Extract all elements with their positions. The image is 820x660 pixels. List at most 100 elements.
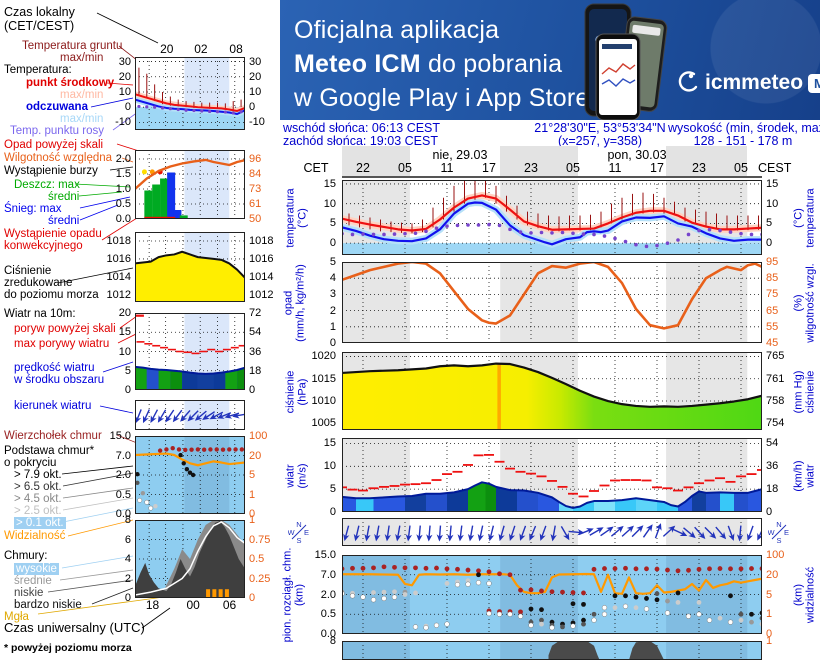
y-tick-label: 20 bbox=[766, 568, 779, 581]
logo-badge: M° bbox=[808, 73, 820, 93]
panel-legend-cloud-sample bbox=[135, 436, 245, 514]
hour-label: 23 bbox=[524, 161, 538, 175]
panel-wind bbox=[342, 438, 762, 512]
y-tick-label: 15 bbox=[766, 177, 779, 190]
panel-humidity bbox=[342, 262, 762, 343]
y-tick-label: 4 bbox=[329, 272, 336, 285]
legend-label: Wystąpienie opadu bbox=[4, 228, 102, 240]
legend-label: średni bbox=[48, 191, 80, 203]
y-tick-label: 3 bbox=[329, 288, 336, 301]
app-promo-banner[interactable]: Oficjalna aplikacja Meteo ICM do pobrani… bbox=[280, 0, 820, 120]
y-tick-label: 2 bbox=[329, 304, 336, 317]
y-tick-label: -10 bbox=[249, 116, 265, 129]
y-tick-label: 1005 bbox=[311, 417, 336, 430]
legend-label: do poziomu morza bbox=[4, 289, 99, 301]
night-shade-box bbox=[500, 146, 578, 176]
y-tick-label: 758 bbox=[766, 395, 785, 408]
legend-label: max porywy wiatru bbox=[14, 338, 110, 350]
y-tick-label: 5 bbox=[124, 364, 131, 377]
y-tick-label: 0.5 bbox=[249, 553, 265, 565]
y-tick-label: 7.0 bbox=[320, 568, 336, 581]
y-tick-label: 30 bbox=[249, 55, 262, 68]
sunrise-info: wschód słońca: 06:13 CEST bbox=[283, 121, 441, 135]
legend-label: Deszcz: max bbox=[14, 179, 80, 191]
banner-app-name: Meteo ICM bbox=[294, 50, 421, 78]
legend-label: > 6.5 okt. bbox=[14, 481, 62, 493]
legend-label: > 7.9 okt. bbox=[14, 469, 62, 481]
y-tick-label: 0 bbox=[249, 508, 256, 520]
y-tick-label: 2.0 bbox=[320, 588, 336, 601]
legend-label: Czas lokalny bbox=[4, 5, 75, 19]
night-shade-box bbox=[666, 146, 747, 176]
legend-label: Chmury: bbox=[4, 550, 48, 562]
y-tick-label: 0.75 bbox=[249, 533, 271, 546]
y-tick-label: 8 bbox=[124, 514, 131, 526]
y-tick-label: 1 bbox=[329, 320, 336, 333]
y-tick-label: 18 bbox=[766, 483, 779, 496]
panel-wind-direction bbox=[342, 518, 762, 546]
y-tick-label: 1016 bbox=[106, 252, 131, 265]
y-tick-label: 1014 bbox=[249, 270, 274, 283]
legend-label: konwekcyjnego bbox=[4, 240, 83, 252]
y-tick-label: 50 bbox=[249, 213, 262, 225]
legend-label: prędkość wiatru bbox=[14, 362, 95, 374]
y-tick-label: 0 bbox=[124, 384, 131, 396]
y-tick-label: 65 bbox=[766, 304, 779, 317]
y-tick-label: 1010 bbox=[311, 395, 336, 408]
grid-xy-info: (x=257, y=358) bbox=[557, 134, 643, 148]
y-tick-label: 1020 bbox=[311, 350, 336, 363]
svg-text:W: W bbox=[768, 528, 775, 537]
compass-icon: N E S W bbox=[768, 520, 789, 544]
y-tick-label: 10 bbox=[118, 85, 131, 98]
banner-line2-rest: do pobrania bbox=[420, 50, 563, 78]
legend-label: o pokryciu bbox=[4, 457, 57, 469]
y-tick-label: 2 bbox=[124, 572, 131, 585]
hour-label: 17 bbox=[482, 161, 496, 175]
y-tick-label: 0 bbox=[329, 337, 336, 349]
panel-cloud-layers-cut bbox=[342, 641, 762, 660]
y-tick-label: 0 bbox=[249, 101, 256, 114]
y-tick-label: 761 bbox=[766, 372, 785, 385]
legend-label: bardzo niskie bbox=[14, 599, 82, 611]
y-tick-label: 8 bbox=[329, 635, 336, 647]
y-tick-label: 1 bbox=[766, 608, 773, 621]
y-tick-label: 0 bbox=[249, 592, 256, 604]
legend-label: Ciśnienie bbox=[4, 265, 52, 277]
legend-label: > 2.5 okt. bbox=[14, 505, 62, 517]
y-tick-label: 0 bbox=[766, 237, 773, 250]
y-tick-label: 1.0 bbox=[115, 183, 131, 195]
y-tick-label: 0 bbox=[124, 101, 131, 114]
svg-text:S: S bbox=[296, 536, 301, 544]
legend-label: Wilgotność względna bbox=[4, 152, 113, 164]
legend-label: punkt środkowy bbox=[26, 77, 115, 89]
y-tick-label: 15 bbox=[323, 177, 336, 190]
y-tick-label: 5 bbox=[766, 588, 773, 601]
y-tick-label: -10 bbox=[115, 116, 131, 129]
legend-label: > 0.1 okt. bbox=[14, 517, 66, 529]
y-tick-label: 6 bbox=[124, 533, 131, 546]
legend-label: > 4.5 okt. bbox=[14, 493, 62, 505]
y-tick-label: 84 bbox=[249, 168, 262, 180]
legend-label: Wystąpienie burzy bbox=[4, 165, 98, 177]
cest-label: CEST bbox=[758, 161, 792, 175]
panel-legend-precip-sample bbox=[135, 150, 245, 219]
y-tick-label: 5 bbox=[329, 217, 336, 230]
y-tick-label: 0 bbox=[766, 628, 773, 640]
legend-label: Wierzchołek chmur bbox=[4, 430, 102, 442]
y-tick-label: 75 bbox=[766, 288, 779, 301]
legend-label: (CET/CEST) bbox=[4, 19, 75, 33]
y-tick-label: 1.5 bbox=[115, 168, 131, 180]
y-tick-label: 96 bbox=[249, 153, 262, 165]
y-tick-label: 1 bbox=[766, 635, 773, 647]
y-tick-label: 95 bbox=[766, 256, 779, 268]
night-shade-box bbox=[342, 146, 410, 176]
hour-label: 23 bbox=[692, 161, 706, 175]
svg-text:N: N bbox=[296, 520, 301, 529]
y-tick-label: 10 bbox=[118, 345, 131, 358]
sunset-info: zachód słońca: 19:03 CEST bbox=[283, 134, 438, 148]
y-tick-label: 0.5 bbox=[320, 608, 336, 621]
svg-text:W: W bbox=[288, 528, 295, 537]
y-tick-label: 20 bbox=[118, 307, 131, 319]
y-tick-label: 754 bbox=[766, 417, 785, 430]
